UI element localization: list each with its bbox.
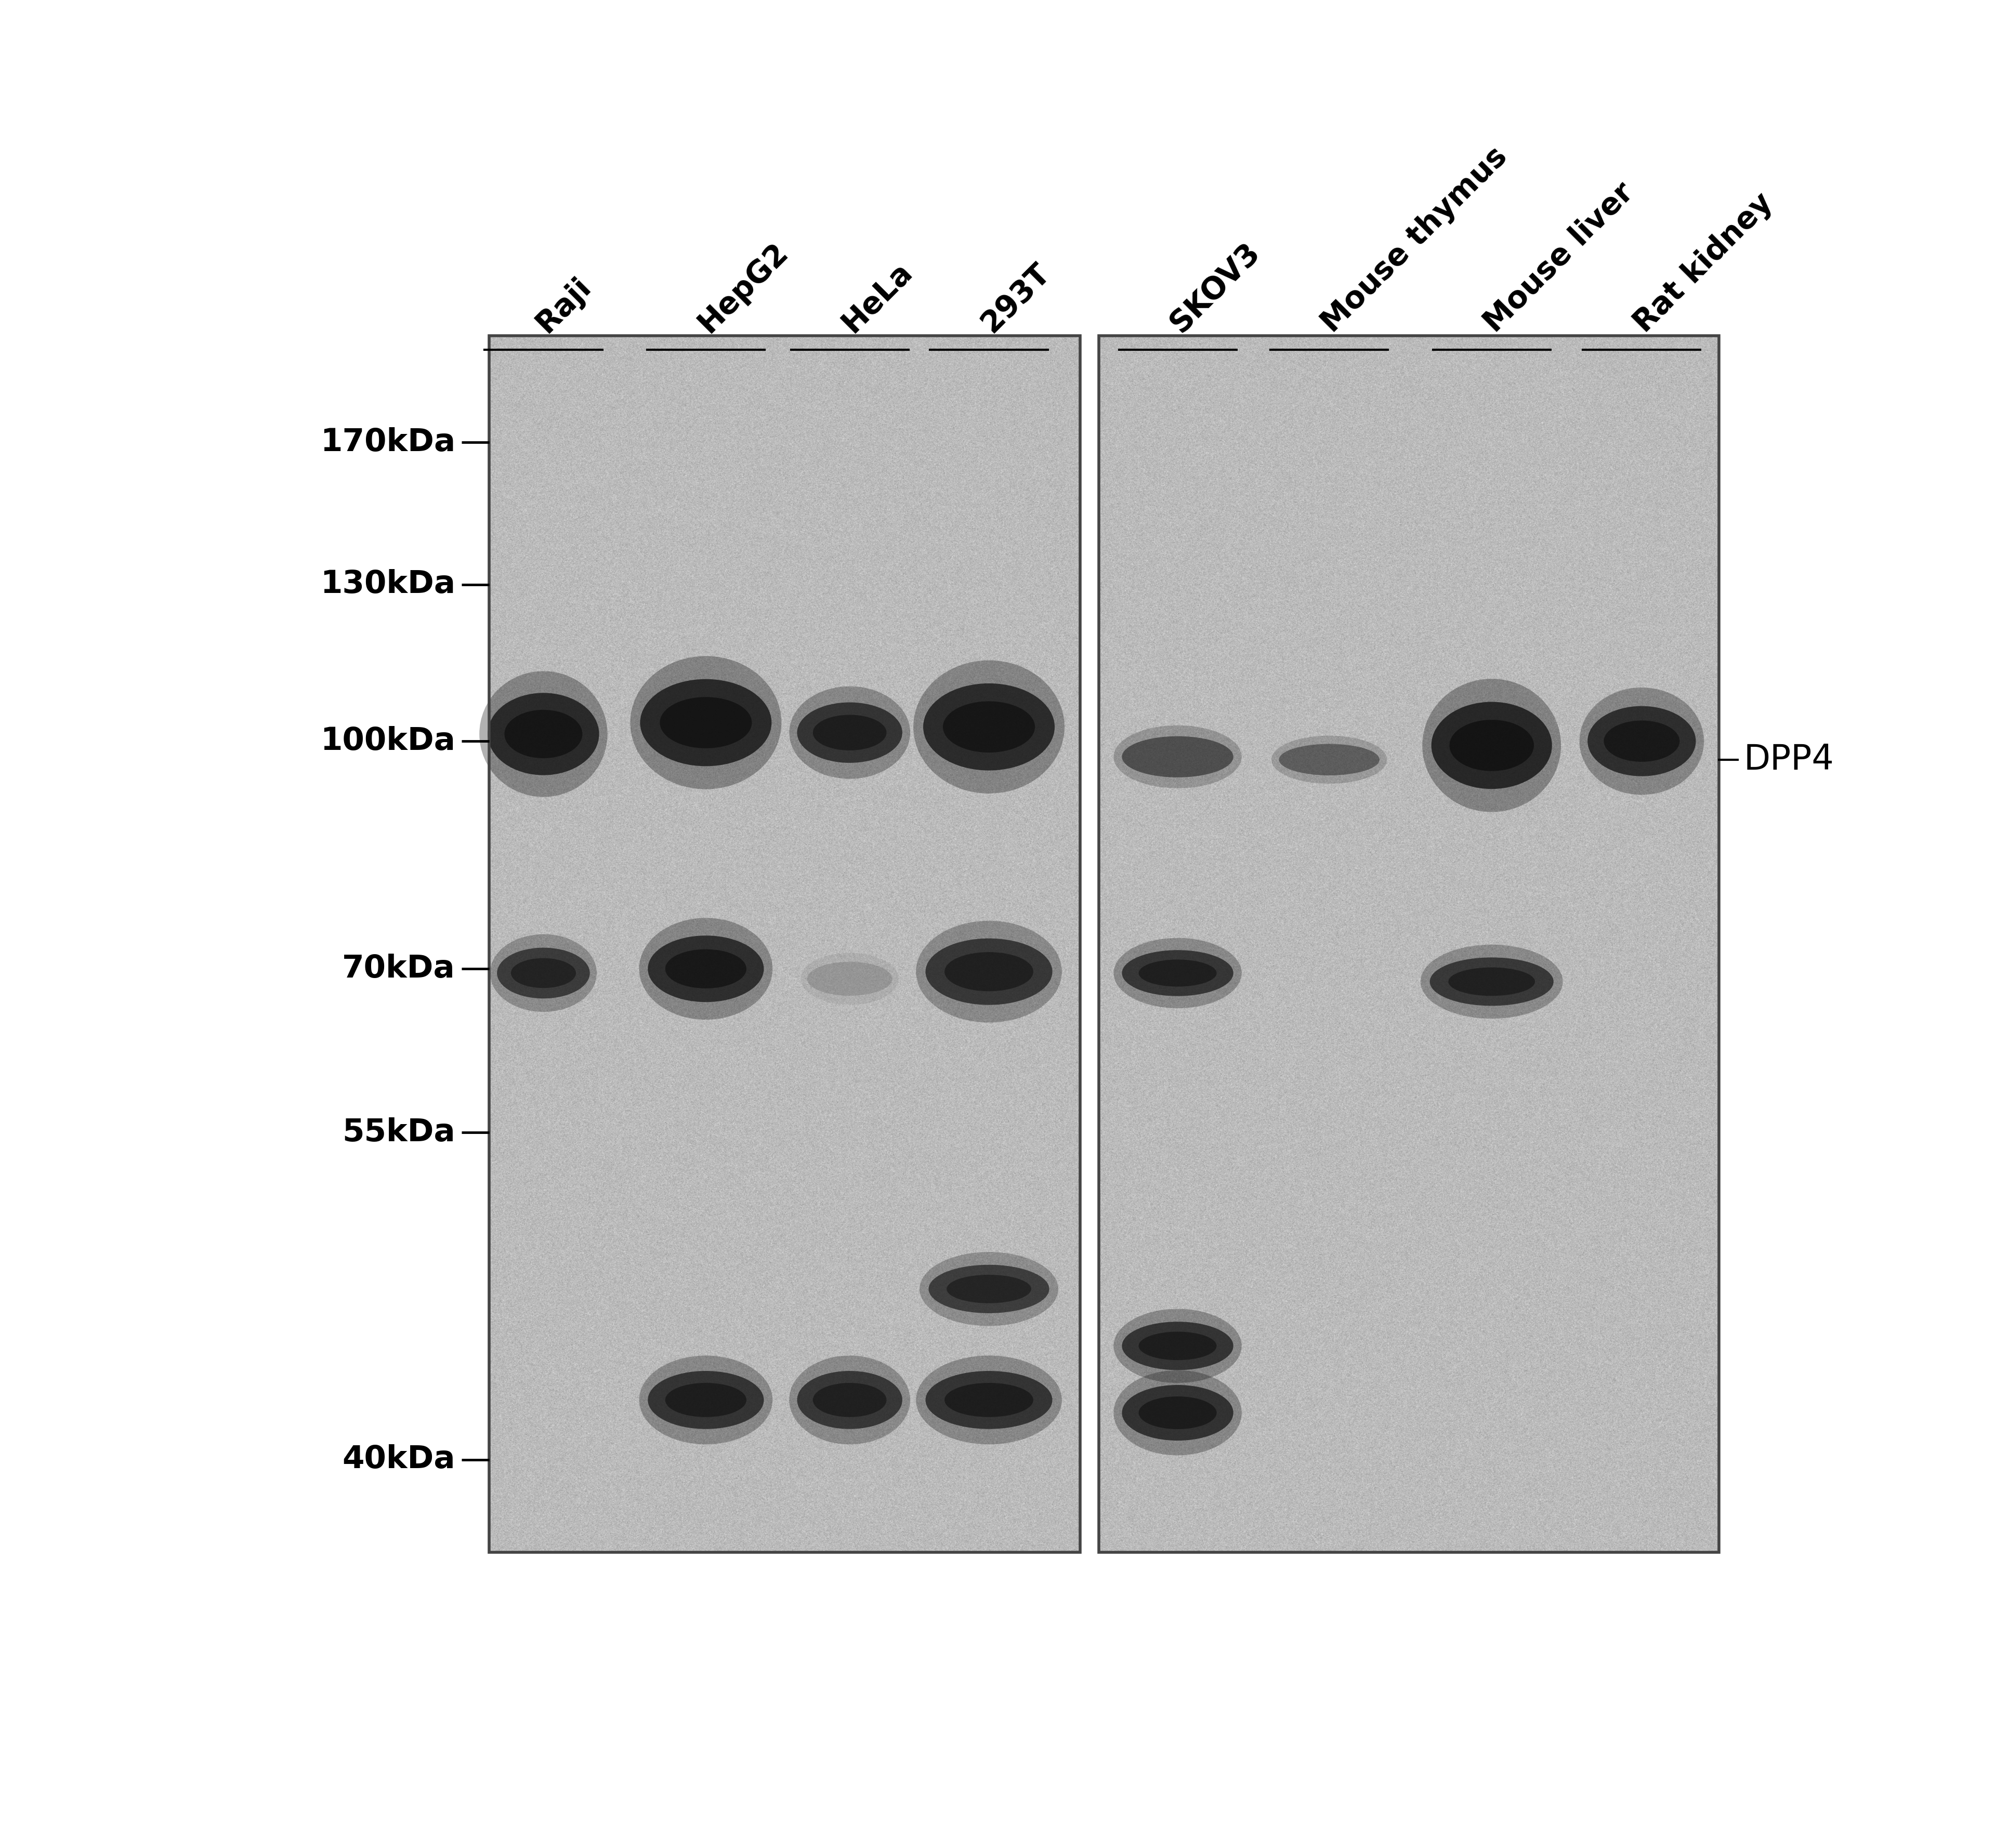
Ellipse shape: [926, 1371, 1052, 1429]
Ellipse shape: [944, 952, 1034, 991]
Ellipse shape: [665, 1382, 747, 1417]
Text: HepG2: HepG2: [693, 237, 794, 338]
Ellipse shape: [639, 1356, 772, 1445]
Text: 100kDa: 100kDa: [319, 726, 455, 756]
Text: 70kDa: 70kDa: [341, 954, 455, 985]
Ellipse shape: [649, 1371, 764, 1429]
Ellipse shape: [928, 1264, 1050, 1314]
Ellipse shape: [800, 954, 898, 1005]
Ellipse shape: [812, 1382, 886, 1417]
Ellipse shape: [1423, 678, 1561, 811]
Ellipse shape: [649, 935, 764, 1002]
Text: 40kDa: 40kDa: [341, 1445, 455, 1475]
Ellipse shape: [1279, 745, 1379, 776]
Ellipse shape: [641, 678, 772, 767]
Ellipse shape: [812, 715, 886, 750]
Ellipse shape: [511, 957, 577, 989]
Ellipse shape: [1122, 736, 1234, 778]
Ellipse shape: [788, 686, 910, 778]
Ellipse shape: [1138, 1332, 1218, 1360]
Ellipse shape: [631, 656, 782, 789]
Ellipse shape: [497, 948, 591, 998]
Ellipse shape: [1122, 1321, 1234, 1369]
Ellipse shape: [665, 950, 747, 989]
Ellipse shape: [1114, 726, 1242, 789]
Ellipse shape: [1429, 957, 1553, 1005]
Ellipse shape: [1605, 721, 1679, 761]
Text: 130kDa: 130kDa: [319, 569, 455, 601]
Ellipse shape: [487, 693, 599, 774]
Text: DPP4: DPP4: [1745, 743, 1834, 776]
Ellipse shape: [916, 920, 1062, 1022]
Ellipse shape: [1587, 706, 1697, 776]
Text: 55kDa: 55kDa: [341, 1118, 455, 1148]
Ellipse shape: [796, 702, 902, 763]
Text: Mouse liver: Mouse liver: [1479, 177, 1639, 338]
Ellipse shape: [924, 684, 1054, 771]
Ellipse shape: [1138, 1397, 1218, 1429]
Ellipse shape: [1122, 950, 1234, 996]
Ellipse shape: [505, 710, 583, 758]
Ellipse shape: [1114, 1369, 1242, 1456]
Ellipse shape: [920, 1251, 1058, 1327]
Text: 293T: 293T: [976, 259, 1056, 338]
Text: SKOV3: SKOV3: [1164, 237, 1265, 338]
Text: Raji: Raji: [531, 272, 597, 338]
Ellipse shape: [1421, 944, 1563, 1018]
Ellipse shape: [806, 961, 892, 996]
Ellipse shape: [926, 939, 1052, 1005]
Ellipse shape: [1138, 959, 1218, 987]
Ellipse shape: [491, 935, 597, 1013]
Ellipse shape: [639, 918, 772, 1020]
Ellipse shape: [1122, 1384, 1234, 1441]
Ellipse shape: [1114, 1308, 1242, 1382]
Ellipse shape: [1579, 687, 1705, 795]
Ellipse shape: [479, 671, 607, 796]
Ellipse shape: [916, 1356, 1062, 1445]
Ellipse shape: [1449, 719, 1533, 771]
Text: 170kDa: 170kDa: [319, 427, 455, 458]
Text: Mouse thymus: Mouse thymus: [1315, 142, 1513, 338]
Ellipse shape: [944, 1382, 1034, 1417]
Ellipse shape: [788, 1356, 910, 1445]
Ellipse shape: [796, 1371, 902, 1429]
Ellipse shape: [946, 1275, 1032, 1303]
Ellipse shape: [1271, 736, 1387, 784]
Ellipse shape: [1114, 939, 1242, 1009]
Ellipse shape: [1431, 702, 1553, 789]
Text: HeLa: HeLa: [836, 257, 918, 338]
Ellipse shape: [914, 660, 1064, 793]
Ellipse shape: [1449, 967, 1535, 996]
Ellipse shape: [942, 700, 1036, 752]
Text: Rat kidney: Rat kidney: [1629, 188, 1778, 338]
Ellipse shape: [661, 697, 752, 748]
